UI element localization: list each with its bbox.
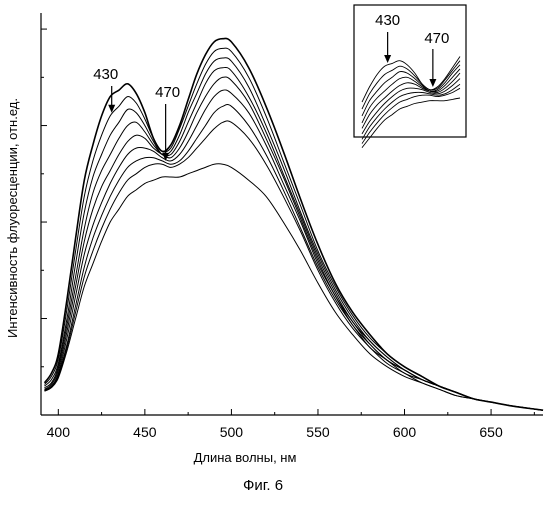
series-line-7 xyxy=(45,105,544,411)
annotation-470-arrow-head xyxy=(162,153,169,161)
x-axis-title: Длина волны, нм xyxy=(194,450,297,465)
x-tick-label: 400 xyxy=(47,424,71,440)
annotation-470: 470 xyxy=(155,84,180,101)
x-tick-label: 650 xyxy=(479,424,503,440)
y-axis-title: Интенсивность флуоресценции, отн.ед. xyxy=(5,98,20,338)
x-tick-label: 500 xyxy=(220,424,244,440)
series-line-3 xyxy=(45,58,544,410)
x-tick-label: 550 xyxy=(306,424,330,440)
series-line-2 xyxy=(45,48,544,410)
inset-annotation-430: 430 xyxy=(375,12,400,29)
inset-annotation-470: 470 xyxy=(424,30,449,47)
annotation-430: 430 xyxy=(93,66,118,83)
series-line-1 xyxy=(45,38,544,410)
x-tick-label: 450 xyxy=(133,424,157,440)
series-line-5 xyxy=(45,77,544,410)
inset-chart: 430 470 xyxy=(354,5,466,148)
series-line-8 xyxy=(45,121,544,410)
figure-caption: Фиг. 6 xyxy=(243,477,283,494)
x-tick-label: 600 xyxy=(393,424,417,440)
